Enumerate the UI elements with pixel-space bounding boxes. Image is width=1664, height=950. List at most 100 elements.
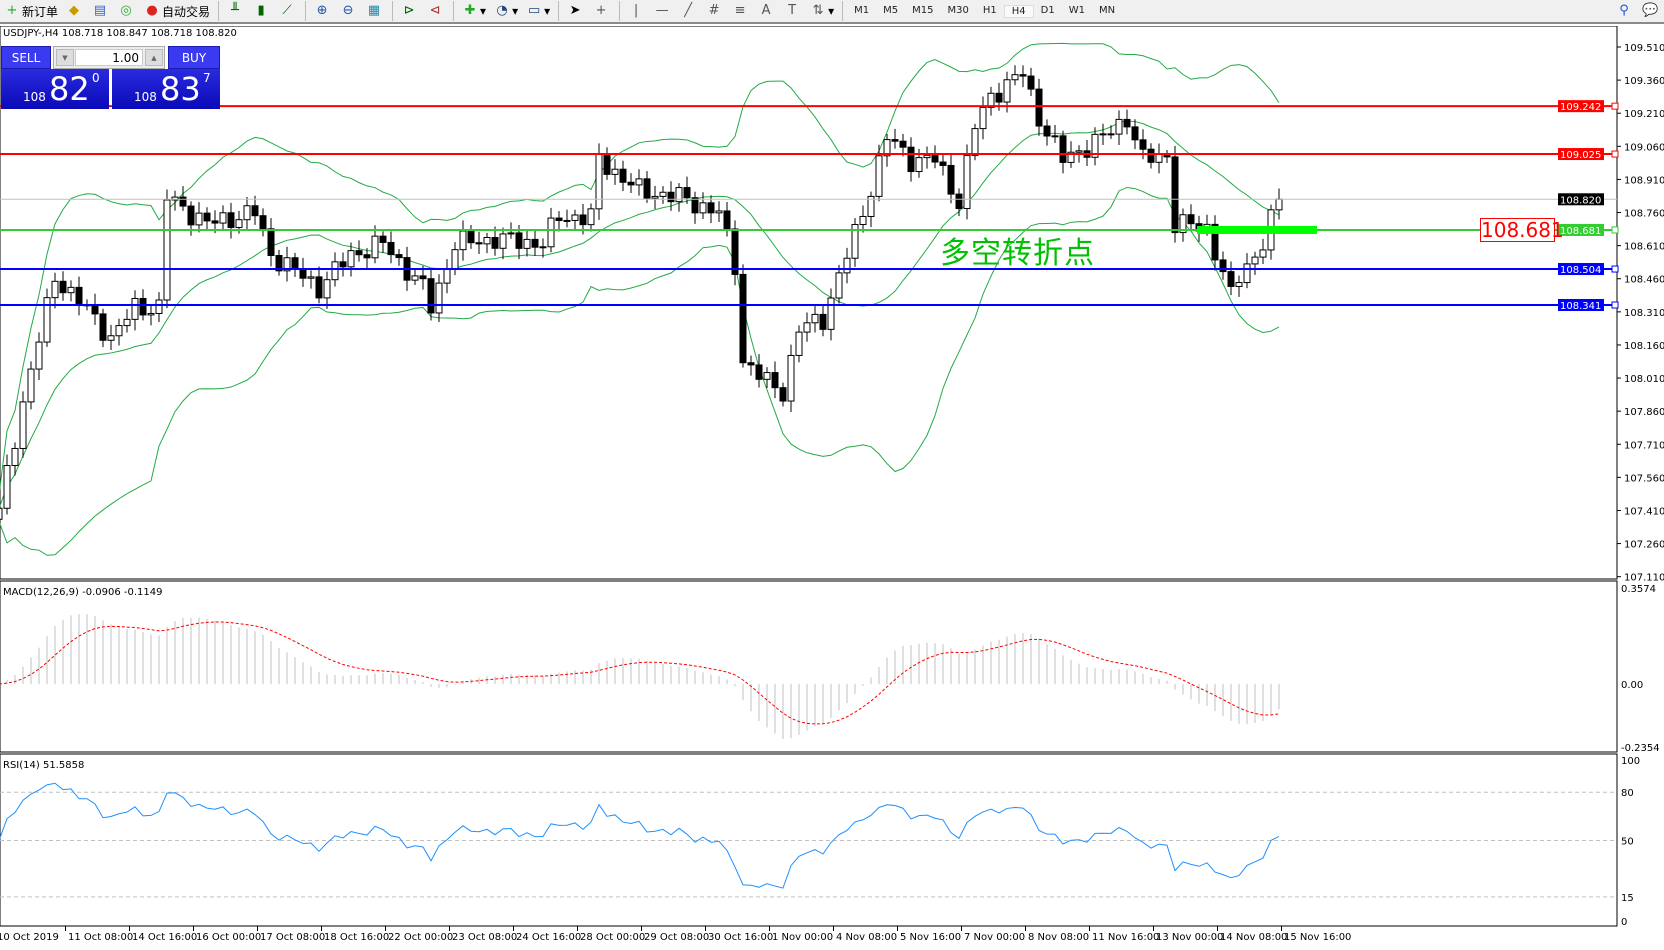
time-axis-label: 11 Nov 16:00 [1088,926,1160,943]
candle [43,288,51,347]
new-order-button[interactable]: + 新订单 [0,0,62,22]
candle-body [43,297,51,343]
buy-price[interactable]: 108 83 7 [112,69,220,109]
timeframe-m1[interactable]: M1 [854,4,870,16]
horizontal-line-button[interactable]: — [650,0,676,22]
candle-body [723,210,731,230]
candle-body [147,312,155,316]
candlestick-button[interactable]: ▮ [249,0,275,22]
candle-body [555,217,563,222]
rsi-label: RSI(14) 51.5858 [3,760,84,771]
arrows-button[interactable]: ⇅ ▾ [806,0,838,22]
chart-area[interactable]: 109.510 109.360 109.210 109.060 108.910 108.7… [0,26,1664,927]
separator [392,1,394,21]
history-button[interactable]: ▤ [88,0,114,22]
candle-body [1187,214,1195,225]
candle [1043,119,1051,146]
candle-body [211,220,219,224]
candle-body [331,261,339,281]
candle-body [667,191,675,203]
tile-windows-button[interactable]: ▦ [362,0,388,22]
vertical-line-button[interactable]: | [624,0,650,22]
candle-body [203,212,211,222]
candle-body [907,146,915,173]
candle [715,201,723,223]
zoom-out-button[interactable]: ⊖ [336,0,362,22]
timeframe-m15[interactable]: M15 [912,4,934,16]
lot-input[interactable] [75,49,143,66]
text-button[interactable]: A [754,0,780,22]
trendline-button[interactable]: ╱ [676,0,702,22]
price-label-box[interactable]: 108.681 [1480,218,1564,242]
periods-button[interactable]: ◔ ▾ [490,0,522,22]
candle-body [739,273,747,364]
candle [931,145,939,169]
candle [243,197,251,230]
candle-body [1059,135,1067,163]
zoom-in-button[interactable]: ⊕ [310,0,336,22]
autoscroll-button[interactable]: ⊲ [423,0,449,22]
metaeditor-button[interactable]: ◆ [62,0,88,22]
candle-body [1115,118,1123,135]
price-label-bg [1558,148,1604,161]
candle [147,303,155,326]
candle [723,201,731,237]
separator [218,1,220,21]
candle-body [1051,135,1059,138]
cursor-button[interactable]: ➤ [563,0,589,22]
time-axis-label: 16 Oct 00:00 [192,926,262,943]
templates-button[interactable]: ▭ ▾ [527,3,551,18]
crosshair-button[interactable]: + [589,0,615,22]
fibo-lines-icon: ≡ [734,3,746,18]
lot-decrease-button[interactable]: ▼ [56,49,74,66]
candle-body [131,297,139,320]
chart-shift-button[interactable]: ⊳ [397,0,423,22]
candle-body [387,241,395,256]
indicators-button[interactable]: ✚ ▾ [458,0,490,22]
timeframe-mn[interactable]: MN [1098,4,1116,16]
turning-point-annotation[interactable]: 多空转折点 [940,236,1095,271]
candle-body [523,238,531,249]
candle-body [451,249,459,270]
auto-trading-button[interactable]: ● 自动交易 [140,0,214,22]
bar-chart-button[interactable]: ╨ [223,0,249,22]
timeframe-h1[interactable]: H1 [982,4,997,16]
candle-body [1067,151,1075,163]
candle [755,354,763,388]
candle-body [443,268,451,284]
price-axis-label: 109.210 [1624,109,1664,120]
text-label-button[interactable]: T [780,0,806,22]
candle [1147,143,1155,169]
candle [1083,140,1091,166]
candle [1211,215,1219,271]
timeframe-d1[interactable]: D1 [1040,4,1055,16]
buy-button[interactable]: BUY [168,46,220,69]
candle [891,128,899,149]
text-icon: A [761,3,771,18]
search-button[interactable]: ⚲ [1612,0,1638,22]
timeframe-m5[interactable]: M5 [883,4,899,16]
fibo-lines-button[interactable]: ≡ [728,0,754,22]
sell-price[interactable]: 108 82 0 [1,69,109,109]
fibonacci-button[interactable]: # [702,0,728,22]
timeframe-w1[interactable]: W1 [1068,4,1085,16]
text-label-icon: T [788,3,797,18]
candle-body [579,214,587,226]
candle-body [1179,214,1187,234]
line-chart-button[interactable]: ⟋ [275,0,301,22]
lot-increase-button[interactable]: ▲ [145,49,163,66]
timeframe-h4[interactable]: H4 [1003,4,1034,18]
candle-body [283,257,291,272]
sell-button[interactable]: SELL [1,46,51,69]
signals-button[interactable]: ◎ [114,0,140,22]
candle [643,171,651,203]
indicators-icon: ✚ [464,3,476,18]
candle-body [1227,271,1235,287]
candle-body [795,331,803,356]
candle [91,293,99,325]
candle-body [659,191,667,197]
candle [947,154,955,204]
chat-button[interactable]: 💬 [1638,0,1664,22]
timeframe-m30[interactable]: M30 [947,4,969,16]
candle [1251,251,1259,275]
